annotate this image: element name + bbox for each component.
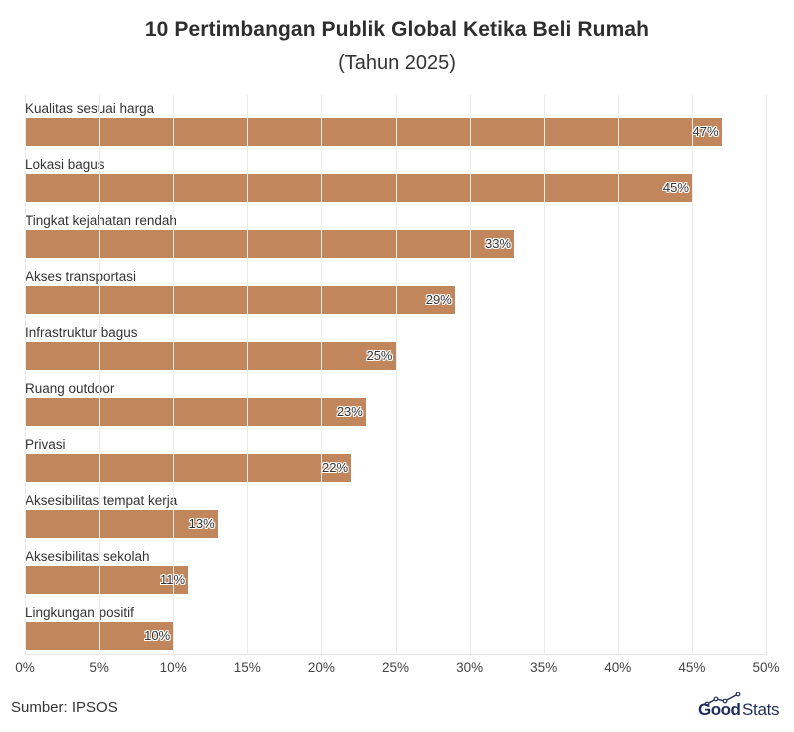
x-tick-label: 40% xyxy=(604,660,632,675)
gridline xyxy=(617,95,619,655)
gridline xyxy=(99,95,101,655)
bar-row: Infrastruktur bagus 25% xyxy=(25,319,766,375)
x-tick-label: 0% xyxy=(15,660,35,675)
bar-row: Aksesibilitas tempat kerja 13% xyxy=(25,487,766,543)
category-label: Aksesibilitas sekolah xyxy=(25,549,150,564)
value-label: 47% xyxy=(692,124,719,139)
value-label: 10% xyxy=(144,628,171,643)
x-tick-label: 10% xyxy=(159,660,187,675)
value-label: 25% xyxy=(366,348,393,363)
logo-text-light: Stats xyxy=(742,700,780,719)
category-label: Akses transportasi xyxy=(25,269,137,284)
x-tick-label: 25% xyxy=(381,660,410,675)
bar: 11% xyxy=(25,566,189,594)
bar-row: Privasi 22% xyxy=(25,431,766,487)
gridline xyxy=(395,95,397,655)
x-tick-label: 50% xyxy=(752,660,780,675)
value-label: 11% xyxy=(160,572,185,587)
gridline xyxy=(691,95,693,655)
bar: 47% xyxy=(25,118,722,146)
gridline xyxy=(469,95,471,655)
bar-row: Akses transportasi 29% xyxy=(25,263,766,319)
category-label: Privasi xyxy=(25,437,66,452)
category-label: Lingkungan positif xyxy=(25,605,134,620)
bar: 23% xyxy=(25,398,366,426)
bar: 25% xyxy=(25,342,396,370)
x-tick-label: 35% xyxy=(530,660,558,675)
goodstats-logo: Good Stats xyxy=(698,692,788,722)
bar: 29% xyxy=(25,286,455,314)
x-tick-label: 30% xyxy=(456,660,484,675)
bar-row: Tingkat kejahatan rendah 33% xyxy=(25,207,766,263)
bar: 33% xyxy=(25,230,515,258)
value-label: 45% xyxy=(662,180,689,195)
logo-text-bold: Good xyxy=(698,700,741,719)
value-label: 22% xyxy=(322,460,349,475)
bar-row: Ruang outdoor 23% xyxy=(25,375,766,431)
bar: 13% xyxy=(25,510,218,538)
trend-line-icon xyxy=(704,692,741,706)
x-tick-label: 45% xyxy=(678,660,706,675)
value-label: 13% xyxy=(188,516,215,531)
gridline xyxy=(25,95,26,655)
gridline xyxy=(247,95,249,655)
value-label: 23% xyxy=(336,404,363,419)
gridline xyxy=(766,95,767,655)
x-tick-label: 20% xyxy=(307,660,335,675)
gridline xyxy=(321,95,323,655)
category-label: Kualitas sesuai harga xyxy=(25,101,155,116)
category-label: Lokasi bagus xyxy=(25,157,105,172)
bar: 45% xyxy=(25,174,692,202)
category-label: Infrastruktur bagus xyxy=(25,325,138,340)
value-label: 29% xyxy=(425,292,452,307)
category-label: Ruang outdoor xyxy=(25,381,115,396)
chart-subtitle: (Tahun 2025) xyxy=(338,52,456,74)
bar-row: Kualitas sesuai harga 47% xyxy=(25,95,766,151)
category-label: Tingkat kejahatan rendah xyxy=(25,213,177,228)
value-label: 33% xyxy=(485,236,512,251)
source-note: Sumber: IPSOS xyxy=(11,699,118,716)
gridline xyxy=(173,95,175,655)
x-tick-label: 5% xyxy=(89,660,109,675)
plot-area: Lingkungan positif 10% Aksesibilitas sekol… xyxy=(25,95,767,655)
chart-title: 10 Pertimbangan Publik Global Ketika Bel… xyxy=(144,18,650,41)
bar: 22% xyxy=(25,454,352,482)
gridline xyxy=(543,95,545,655)
category-label: Aksesibilitas tempat kerja xyxy=(25,493,178,508)
x-tick-label: 15% xyxy=(233,660,261,675)
bar-row: Aksesibilitas sekolah 11% xyxy=(25,543,766,599)
bar-row: Lokasi bagus 45% xyxy=(25,151,766,207)
